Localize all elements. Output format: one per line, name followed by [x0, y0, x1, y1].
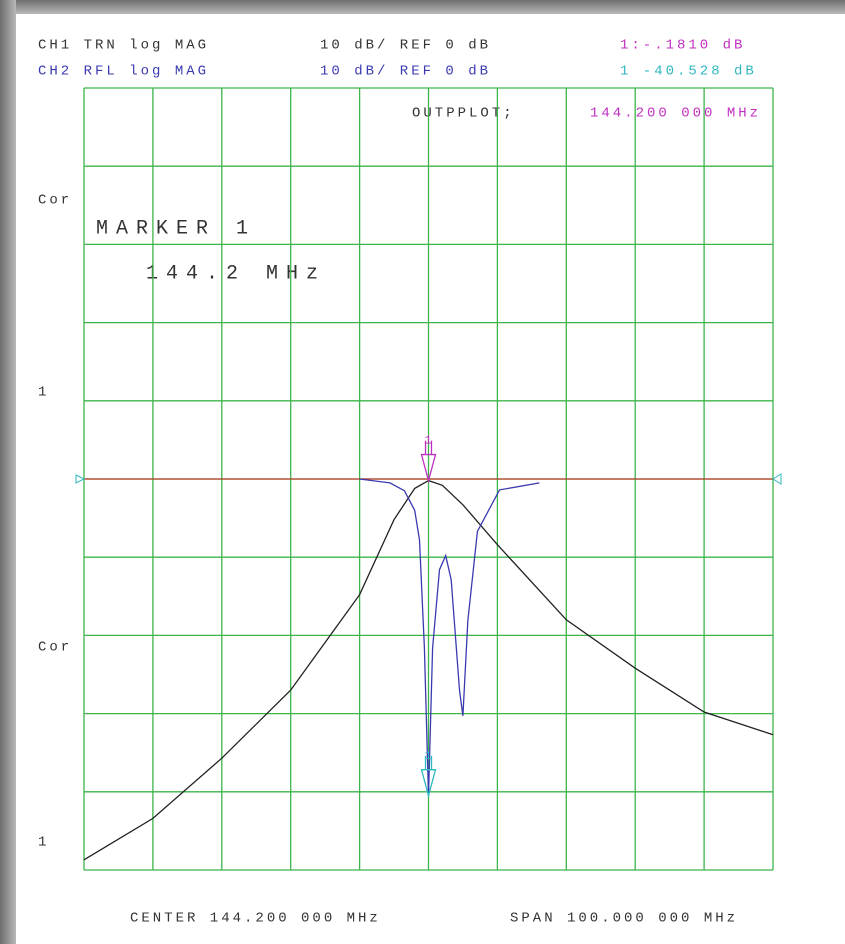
marker-title: MARKER 1	[96, 217, 256, 240]
marker-triangle	[420, 440, 437, 484]
marker-number: 1	[425, 749, 435, 763]
ref-pointer-right	[772, 473, 782, 485]
ch1-label: CH1 TRN log MAG	[38, 38, 209, 54]
marker-number: 1	[425, 434, 435, 448]
ch1-marker-value: 1:-.1810 dB	[620, 38, 745, 54]
marker-frequency: 144.2 MHz	[146, 262, 326, 285]
ch2-label: CH2 RFL log MAG	[38, 64, 209, 80]
ch2-marker-value: 1 -40.528 dB	[620, 64, 757, 80]
center-label: CENTER 144.200 000 MHz	[130, 911, 381, 927]
trace	[359, 478, 540, 796]
ch2-scale: 10 dB/ REF 0 dB	[320, 64, 491, 80]
frame-left	[0, 0, 16, 944]
ch1-scale: 10 dB/ REF 0 dB	[320, 38, 491, 54]
ref-pointer-left	[75, 474, 86, 484]
command: OUTPPLOT;	[412, 106, 515, 122]
side-label: 1	[38, 835, 49, 851]
marker-triangle	[420, 755, 437, 799]
side-label: Cor	[38, 640, 72, 656]
span-label: SPAN 100.000 000 MHz	[510, 911, 738, 927]
frame-top	[0, 0, 845, 14]
marker-readout: 144.200 000 MHz	[590, 106, 761, 122]
side-label: Cor	[38, 193, 72, 209]
side-label: 1	[38, 385, 49, 401]
